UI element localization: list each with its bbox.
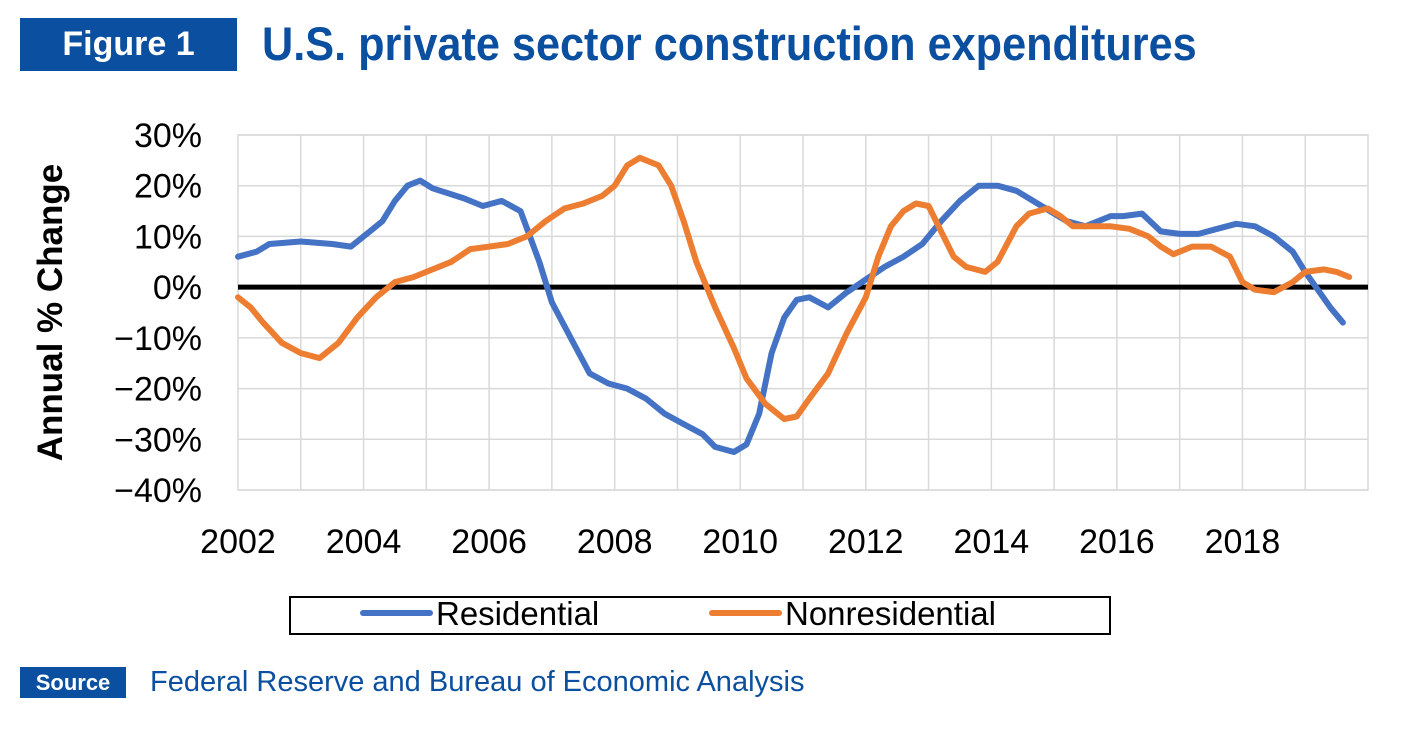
y-tick-label: 10% bbox=[134, 218, 202, 256]
legend-label-residential: Residential bbox=[436, 595, 599, 632]
x-tick-label: 2008 bbox=[577, 523, 653, 561]
y-tick-label: 20% bbox=[134, 168, 202, 206]
chart-title: U.S. private sector construction expendi… bbox=[262, 17, 1197, 70]
plot-frame bbox=[237, 134, 1369, 491]
y-tick-labels: 30% 20% 10% 0% −10% −20% −30% −40% bbox=[114, 117, 202, 510]
x-tick-labels: 2002 2004 2006 2008 2010 2012 2014 2016 2018 bbox=[200, 523, 1280, 561]
y-axis-label: Annual % Change bbox=[31, 164, 70, 462]
x-tick-label: 2004 bbox=[326, 523, 402, 561]
y-tick-label: −40% bbox=[114, 472, 202, 510]
legend: Residential Nonresidential bbox=[289, 595, 1111, 635]
axes bbox=[237, 134, 1369, 491]
y-tick-label: −10% bbox=[114, 320, 202, 358]
series-line-nonresidential bbox=[235, 154, 1353, 422]
x-tick-label: 2012 bbox=[828, 523, 904, 561]
y-tick-label: 0% bbox=[153, 269, 202, 307]
x-tick-label: 2018 bbox=[1205, 523, 1281, 561]
y-tick-label: −20% bbox=[114, 371, 202, 409]
x-tick-label: 2016 bbox=[1079, 523, 1155, 561]
y-tick-label: −30% bbox=[114, 421, 202, 459]
y-tick-label: 30% bbox=[134, 117, 202, 155]
figure-badge: Figure 1 bbox=[20, 18, 237, 71]
x-tick-label: 2014 bbox=[954, 523, 1030, 561]
source-text: Federal Reserve and Bureau of Economic A… bbox=[150, 666, 805, 698]
legend-label-nonresidential: Nonresidential bbox=[785, 595, 996, 632]
line-chart: 30% 20% 10% 0% −10% −20% −30% −40% 2002 2004 2006… bbox=[31, 117, 1369, 635]
x-tick-label: 2010 bbox=[702, 523, 778, 561]
series-lines bbox=[235, 154, 1353, 455]
source-badge: Source bbox=[20, 667, 126, 698]
x-tick-label: 2002 bbox=[200, 523, 276, 561]
series-line-residential bbox=[235, 177, 1346, 455]
x-tick-label: 2006 bbox=[451, 523, 527, 561]
